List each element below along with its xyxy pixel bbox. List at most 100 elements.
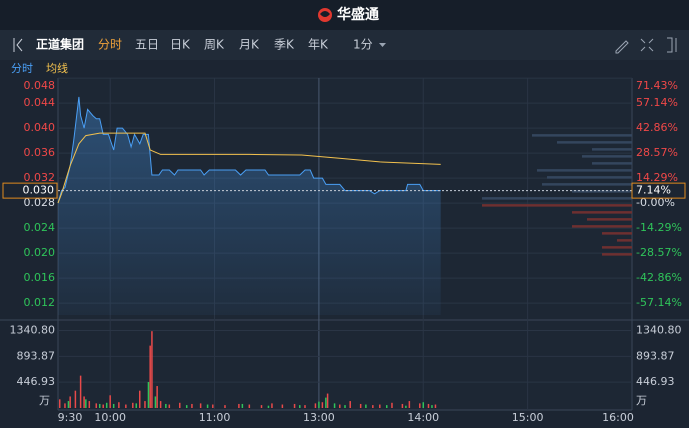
- tab[interactable]: 分时: [98, 38, 122, 52]
- y2-tick-label: -14.29%: [636, 221, 682, 234]
- dropdown-arrow[interactable]: [379, 43, 386, 47]
- logo-icon: [318, 8, 332, 22]
- draw-icon[interactable]: [615, 40, 629, 54]
- volume-bar: [224, 405, 226, 408]
- interval-select[interactable]: 1分: [353, 38, 373, 52]
- tool-icons: [615, 37, 677, 54]
- volume-bar: [271, 403, 273, 408]
- volume-bar: [149, 345, 151, 408]
- y-tick-label: 0.012: [24, 296, 56, 309]
- bid-depth-bar: [482, 204, 632, 207]
- volume-bar: [349, 401, 351, 408]
- bid-depth-bar: [617, 239, 632, 242]
- volume-bar: [405, 405, 407, 408]
- volume-bar: [241, 403, 244, 408]
- subbar-item[interactable]: 分时: [11, 62, 33, 75]
- y2-tick-label: -0.00%: [636, 196, 675, 209]
- volume-bar: [281, 404, 284, 408]
- tab[interactable]: 周K: [204, 38, 225, 52]
- bid-depth-bar: [602, 246, 632, 249]
- volume-bar: [144, 401, 146, 408]
- volume-bar: [159, 401, 162, 408]
- x-tick-label: 11:00: [199, 411, 231, 424]
- volume-bar: [304, 405, 306, 408]
- y-tick-label: 0.044: [24, 96, 56, 109]
- y-tick-label: 0.024: [24, 221, 56, 234]
- bid-depth-bar: [587, 218, 632, 221]
- x-tick-label: 9:30: [58, 411, 83, 424]
- x-tick-label: 16:00: [602, 411, 634, 424]
- volume-tick-label: 1340.80: [10, 324, 56, 337]
- y-tick-label: 0.028: [24, 196, 56, 209]
- volume-bar: [359, 403, 362, 408]
- volume-bar: [147, 382, 150, 408]
- bid-depth-bar: [572, 211, 632, 214]
- back-icon[interactable]: [13, 38, 23, 52]
- y2-tick-label: -42.86%: [636, 271, 682, 284]
- volume-bar: [238, 403, 240, 408]
- y-tick-label: 0.036: [24, 146, 56, 159]
- bid-depth-bar: [572, 225, 632, 228]
- volume-bar: [344, 405, 346, 408]
- volume-tick-label: 893.87: [17, 349, 56, 362]
- volume-bar: [199, 403, 202, 408]
- volume-bar: [112, 403, 115, 408]
- x-tick-label: 14:00: [407, 411, 439, 424]
- ask-depth-bar: [482, 197, 632, 200]
- volume-bar: [431, 405, 433, 408]
- volume-bar: [88, 401, 91, 408]
- ask-depth-bar: [557, 141, 632, 144]
- volume-bar: [419, 403, 421, 408]
- volume-bar: [139, 390, 141, 408]
- tab[interactable]: 日K: [170, 38, 191, 52]
- average-line: [57, 132, 441, 204]
- volume-bar: [154, 396, 157, 408]
- y2-tick-label: 42.86%: [636, 121, 678, 134]
- x-tick-label: 15:00: [512, 411, 544, 424]
- bid-depth-bar: [602, 232, 632, 235]
- tab[interactable]: 月K: [239, 38, 260, 52]
- volume-tick-label: 446.93: [636, 375, 675, 388]
- crosshair-label-box: [631, 182, 686, 199]
- y2-tick-label: 71.43%: [636, 79, 678, 92]
- subbar: [0, 60, 689, 78]
- y2-tick-label: -57.14%: [636, 296, 682, 309]
- volume-bar: [125, 404, 127, 408]
- price-area: [58, 96, 441, 316]
- volume-unit: 万: [39, 394, 50, 407]
- volume-bar: [69, 396, 71, 408]
- x-tick-label: 13:00: [303, 411, 335, 424]
- stock-name: 正道集团: [36, 37, 84, 52]
- tab[interactable]: 季K: [274, 38, 295, 52]
- volume-bar: [98, 403, 101, 408]
- tab[interactable]: 五日: [135, 38, 159, 52]
- volume-bar: [299, 405, 301, 408]
- crosshair-pct: 7.14%: [636, 184, 671, 197]
- y-tick-label: 0.020: [24, 246, 56, 259]
- volume-bar: [206, 404, 209, 408]
- volume-bar: [422, 402, 425, 408]
- ask-depth-bar: [547, 176, 632, 179]
- volume-bar: [105, 402, 108, 408]
- tab[interactable]: 年K: [308, 38, 329, 52]
- y-tick-label: 0.048: [24, 79, 56, 92]
- volume-bar: [434, 404, 437, 408]
- volume-bar: [64, 403, 66, 408]
- collapse-icon[interactable]: [667, 37, 677, 53]
- ask-depth-bar: [592, 148, 632, 151]
- volume-bar: [318, 401, 320, 408]
- subbar-item[interactable]: 均线: [46, 61, 68, 75]
- ask-depth-bar: [532, 134, 632, 137]
- crosshair-label-box: [2, 182, 58, 199]
- ask-depth-bar: [582, 155, 632, 158]
- volume-bar: [372, 405, 374, 408]
- fullscreen-icon[interactable]: [640, 38, 654, 52]
- y2-tick-label: 57.14%: [636, 96, 678, 109]
- volume-bar: [191, 403, 193, 408]
- volume-tick-label: 446.93: [17, 375, 56, 388]
- volume-bar: [326, 393, 329, 408]
- price-line: [57, 96, 441, 204]
- volume-bar: [321, 402, 324, 408]
